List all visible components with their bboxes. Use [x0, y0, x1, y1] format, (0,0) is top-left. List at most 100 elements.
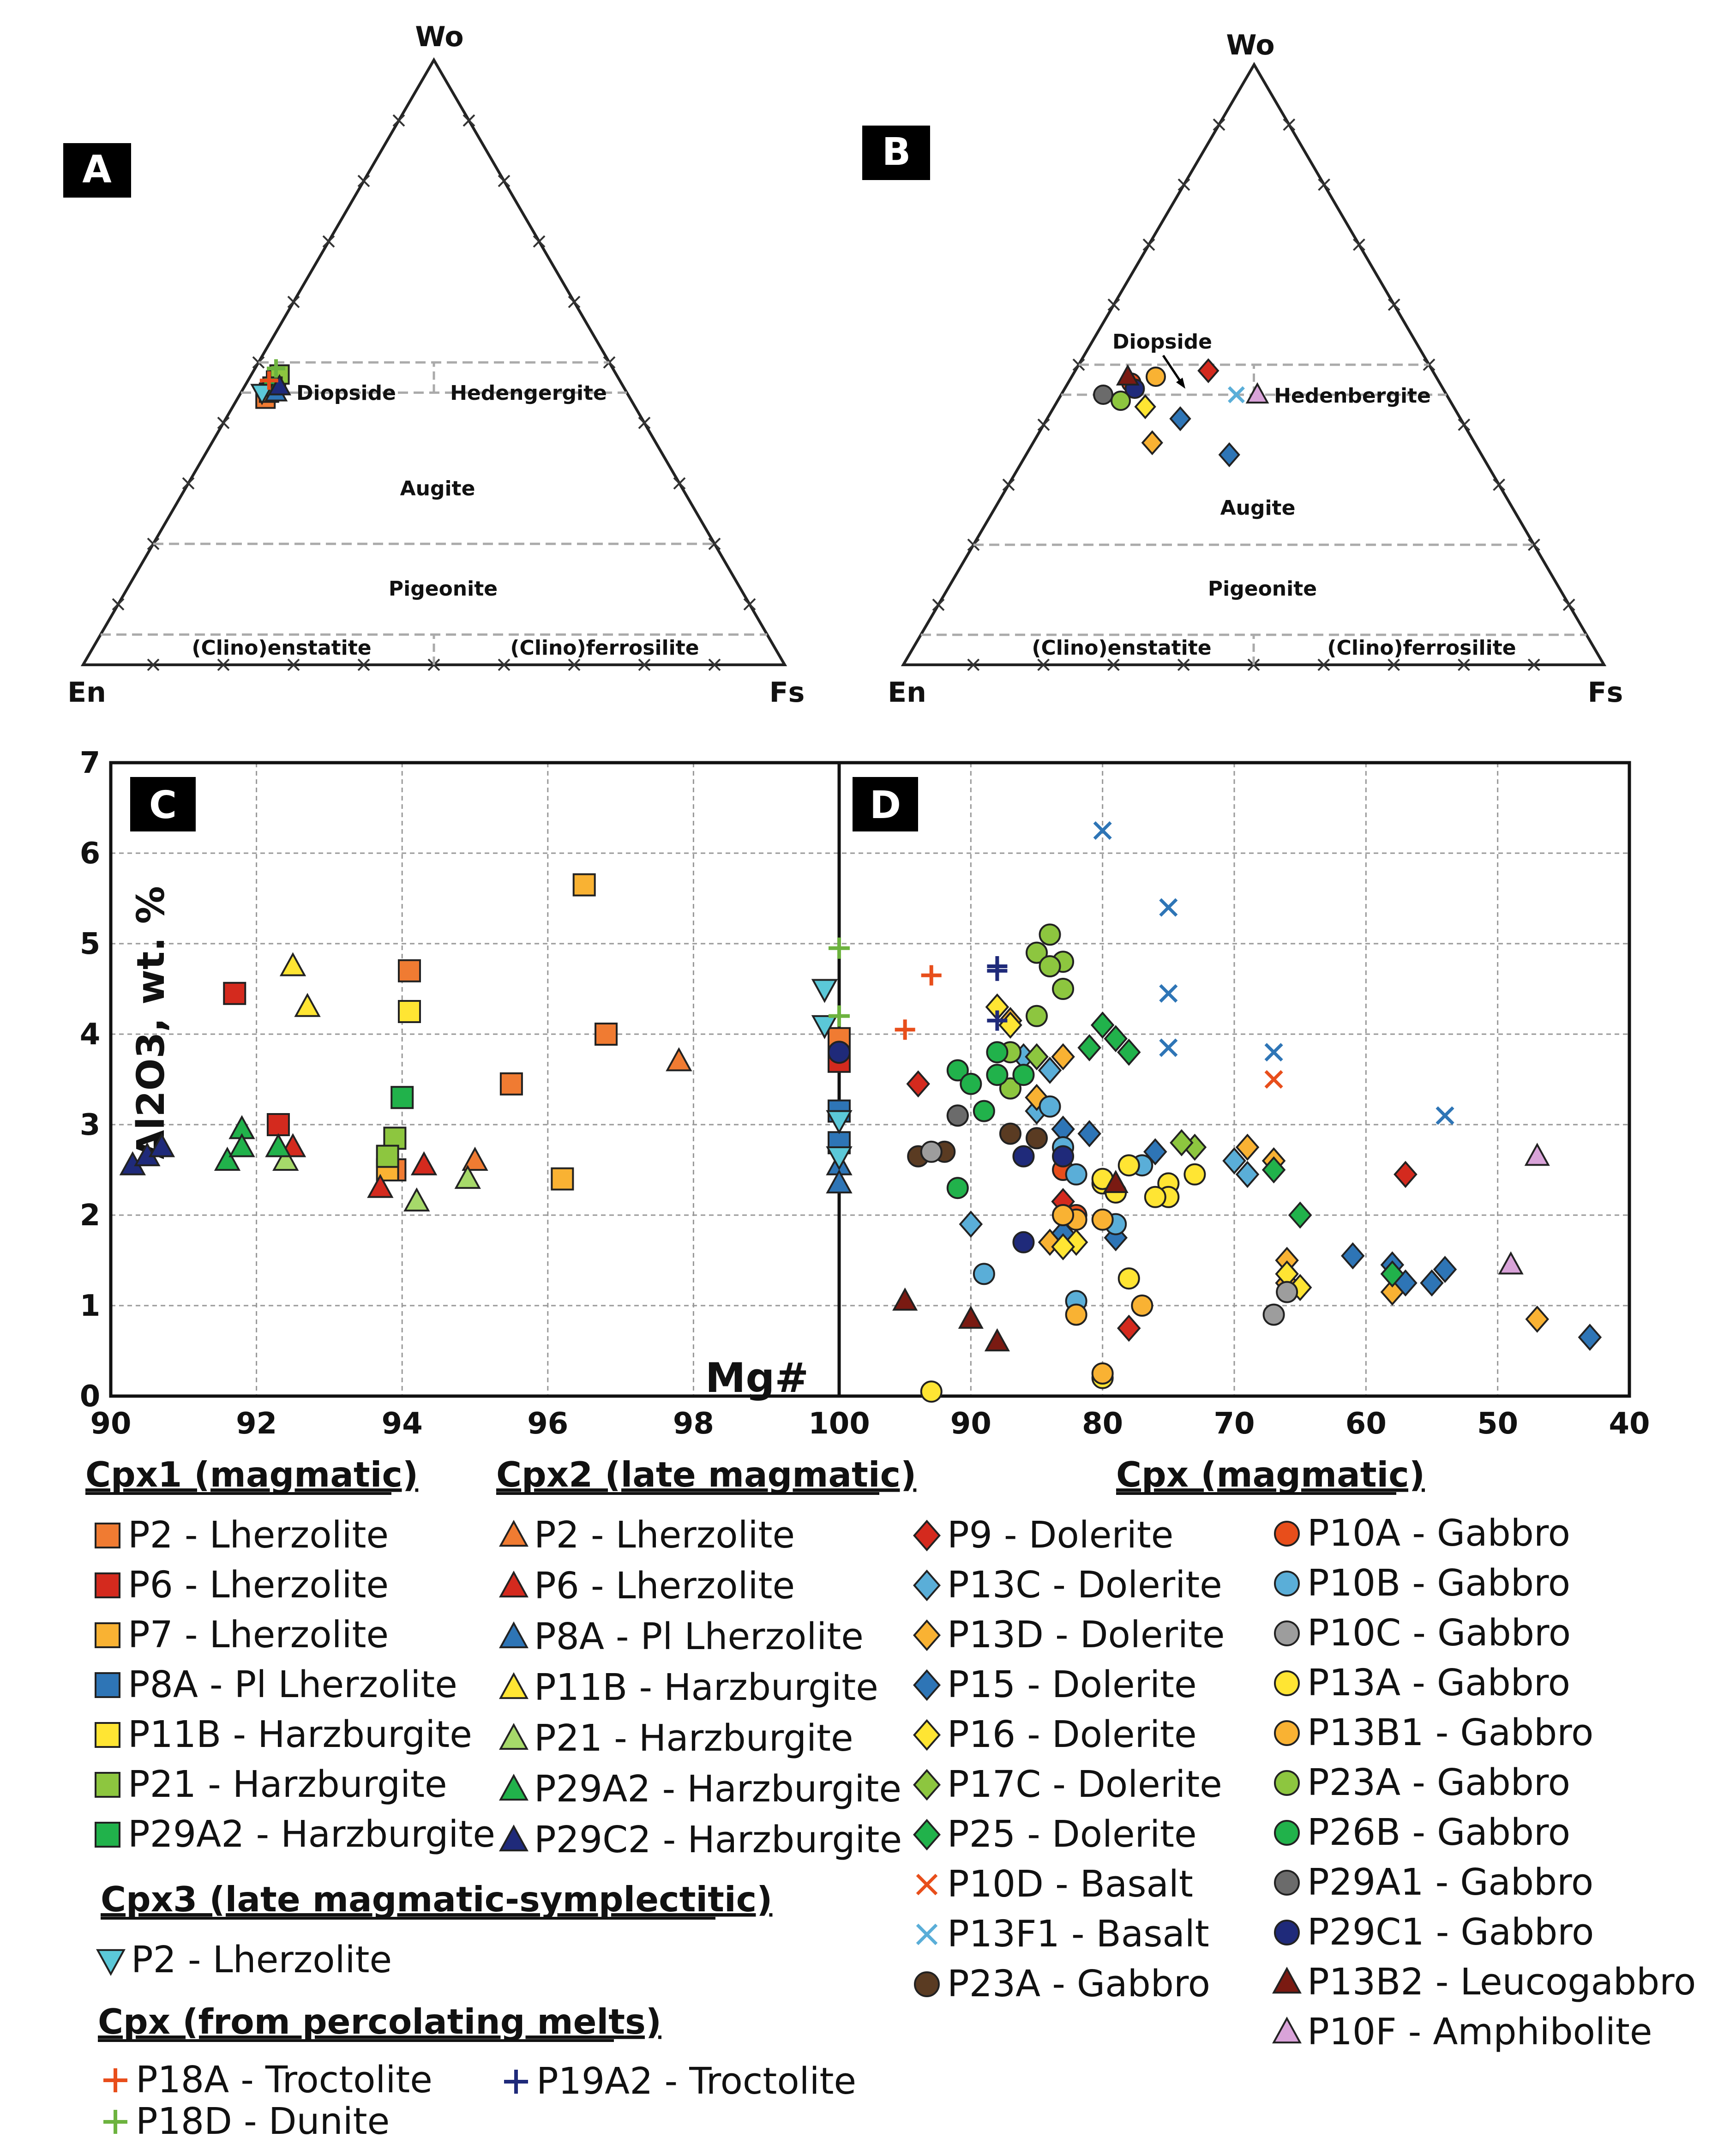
x-tick-label-c: 98	[673, 1407, 714, 1441]
point-d	[1093, 821, 1112, 840]
legend-cpxmag-col2-label: P23A - Gabbro	[1307, 1761, 1570, 1804]
legend-cpx2-label: P6 - Lherzolite	[534, 1565, 795, 1607]
y-tick-label: 7	[80, 746, 101, 780]
point-c	[390, 1086, 414, 1109]
y-tick-label: 4	[80, 1018, 101, 1052]
legend-cpxmag-col2-marker	[1274, 1820, 1300, 1846]
legend-cpx2-label: P11B - Harzburgite	[534, 1666, 878, 1709]
ternary-tick-a	[217, 416, 230, 429]
point-d	[1159, 1038, 1178, 1057]
legend-cpxmag-col2-marker	[1272, 1966, 1302, 1994]
panel-label-a: A	[82, 148, 112, 192]
y-tick-label: 6	[80, 837, 101, 871]
ternary-point-b	[1093, 385, 1114, 405]
ternary-tick-b	[1352, 238, 1365, 251]
point-d	[920, 1380, 943, 1403]
point-d	[1090, 1011, 1115, 1039]
ternary-point-b	[1245, 382, 1269, 404]
ternary-tick-a	[498, 175, 511, 187]
legend-perc-marker	[103, 2068, 127, 2092]
legend-cpxmag-col2-label: P26B - Gabbro	[1307, 1811, 1570, 1854]
point-c	[811, 979, 838, 1003]
ternary-tick-a	[533, 235, 546, 248]
x-tick-label-d: 90	[950, 1407, 991, 1441]
ternary-tick-a	[463, 114, 475, 127]
point-d	[1144, 1186, 1166, 1208]
ternary-tick-a	[673, 477, 686, 490]
point-c	[265, 1133, 292, 1157]
scatter-panels-cd: C D Al2O3, wt. % Mg# 0 1 2 3 4 5 6 7 90 92 94 96 98 1…	[80, 746, 1650, 1441]
panel-label-box-a	[63, 143, 131, 198]
point-d	[1117, 1314, 1141, 1342]
point-d	[1091, 1208, 1114, 1231]
point-d	[1077, 1120, 1101, 1148]
point-d	[1433, 1256, 1457, 1283]
point-d	[1025, 1084, 1049, 1111]
ternary-point-b	[1134, 394, 1156, 420]
ternary-tick-b	[967, 658, 980, 671]
ternary-point-a	[259, 371, 278, 390]
point-d	[906, 1070, 930, 1098]
ternary-tick-a	[147, 658, 160, 671]
point-c	[397, 959, 421, 982]
legend-cpxmag-col2-marker	[1274, 1670, 1300, 1696]
point-d	[1039, 1095, 1061, 1118]
plot-frame	[109, 761, 1631, 1398]
legend-cpxmag-col2-marker	[1274, 1571, 1300, 1596]
legend-perc-label: P18D - Dunite	[136, 2100, 390, 2138]
ternary-tick-a	[708, 537, 721, 550]
ternary-tick-b	[1037, 658, 1050, 671]
point-c	[279, 952, 306, 976]
point-c	[811, 1015, 838, 1040]
point-d	[1436, 1106, 1454, 1125]
ternary-tick-b	[1493, 478, 1506, 491]
ternary-tick-b	[1457, 658, 1470, 671]
field-clinoenstatite-b: (Clino)enstatite	[1032, 636, 1211, 660]
point-c	[454, 1164, 481, 1189]
ternary-tick-b	[1527, 658, 1540, 671]
legend-cpxmag-col2-label: P10F - Amphibolite	[1307, 2011, 1652, 2053]
legend-cpxmag-col1-marker	[913, 1619, 941, 1651]
panel-label-d: D	[870, 783, 901, 827]
vertex-wo-a: Wo	[415, 21, 463, 53]
legend-cpxmag-col1-marker	[916, 1873, 938, 1896]
legend-cpx1-label: P7 - Lherzolite	[128, 1614, 389, 1656]
legend-cpxmag-col1-label: P23A - Gabbro	[947, 1963, 1210, 2005]
field-clinoferrosilite-b: (Clino)ferrosilite	[1327, 636, 1516, 660]
point-d	[987, 1010, 1008, 1031]
point-d	[1420, 1269, 1444, 1297]
point-d	[920, 1140, 943, 1163]
point-c	[826, 1146, 853, 1171]
point-d	[1498, 1251, 1524, 1275]
point-d	[959, 1211, 983, 1238]
point-d	[946, 1104, 969, 1127]
legend-cpxmag-col1-label: P9 - Dolerite	[947, 1514, 1173, 1556]
point-d	[1341, 1242, 1365, 1270]
point-d	[1159, 898, 1178, 917]
point-d	[1117, 1154, 1140, 1177]
field-pigeonite-b: Pigeonite	[1208, 577, 1317, 601]
legend-cpx2-label: P8A - Pl Lherzolite	[534, 1615, 864, 1658]
ternary-tick-a	[568, 295, 581, 308]
ternary-tick-a	[357, 658, 370, 671]
legend-cpx1-marker	[95, 1822, 120, 1848]
legend-cpx2-label: P29A2 - Harzburgite	[534, 1768, 901, 1810]
point-d	[999, 1077, 1021, 1100]
legend-cpx1-label: P21 - Harzburgite	[128, 1763, 447, 1806]
legend-cpx2-marker	[499, 1824, 529, 1852]
ternary-tick-a	[392, 114, 405, 127]
legend-cpxmag-col2-label: P13B2 - Leucogabbro	[1307, 1961, 1696, 2003]
x-tick-label-c: 92	[236, 1407, 277, 1441]
point-d	[895, 1019, 915, 1040]
ternary-tick-a	[357, 175, 370, 187]
ternary-tick-a	[287, 295, 300, 308]
ternary-tick-b	[1388, 298, 1400, 311]
point-c	[272, 1146, 299, 1171]
point-d	[1104, 1025, 1128, 1053]
legend-cpxmag-col1-marker	[914, 1971, 940, 1997]
point-d	[1026, 941, 1048, 964]
legend-cpx1-marker	[95, 1572, 120, 1598]
ternary-point-b	[1169, 406, 1191, 432]
point-d	[946, 1177, 969, 1199]
